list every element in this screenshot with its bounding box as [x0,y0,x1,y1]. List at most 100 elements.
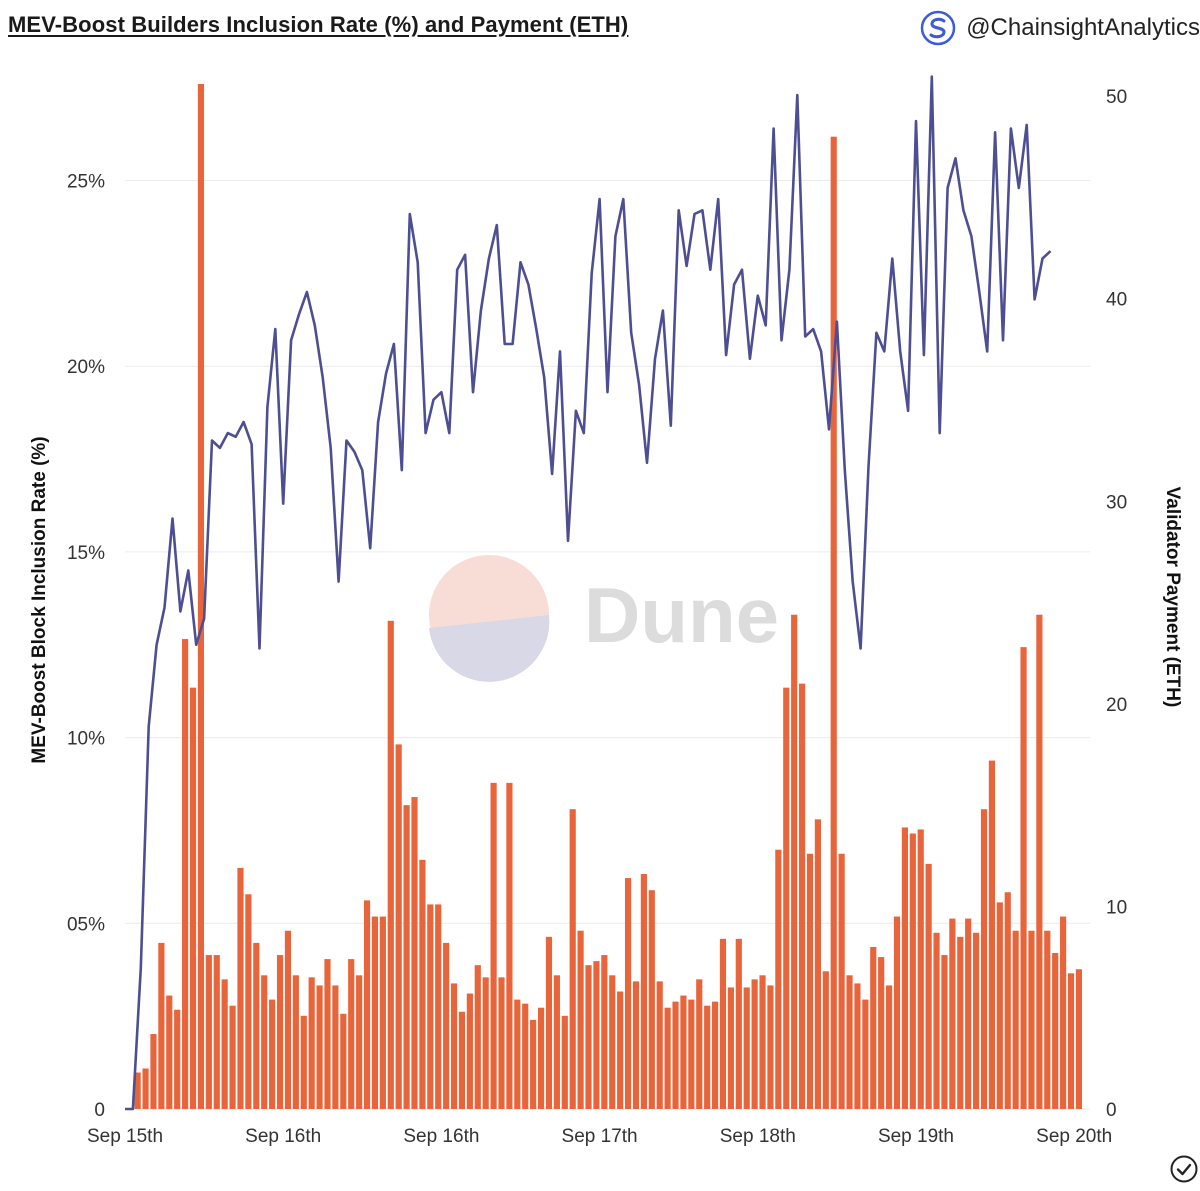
payment-bar[interactable] [648,890,655,1109]
payment-bar[interactable] [450,983,458,1109]
payment-bar[interactable] [656,981,663,1109]
payment-bar[interactable] [798,683,806,1109]
payment-bar[interactable] [917,829,924,1109]
payment-bar[interactable] [229,1005,236,1109]
payment-bar[interactable] [870,946,877,1109]
payment-bar[interactable] [822,971,829,1109]
payment-bar[interactable] [340,1013,347,1109]
payment-bar[interactable] [142,1068,149,1109]
payment-bar[interactable] [498,977,505,1109]
payment-bar[interactable] [569,809,576,1109]
payment-bar[interactable] [933,932,940,1109]
payment-bar[interactable] [261,975,268,1109]
payment-bar[interactable] [308,977,315,1109]
payment-bar[interactable] [601,955,608,1109]
payment-bar[interactable] [1036,614,1043,1109]
payment-bar[interactable] [1004,892,1011,1109]
payment-bar[interactable] [846,975,853,1109]
payment-bar[interactable] [996,902,1003,1109]
payment-bar[interactable] [593,961,600,1109]
payment-bar[interactable] [387,620,394,1109]
payment-bar[interactable] [1012,930,1019,1109]
payment-bar[interactable] [672,1001,679,1109]
payment-bar[interactable] [276,955,284,1109]
payment-bar[interactable] [878,957,885,1109]
payment-bar[interactable] [767,985,774,1109]
payment-bar[interactable] [965,918,972,1109]
payment-bar[interactable] [973,932,980,1109]
payment-bar[interactable] [427,904,434,1109]
payment-bar[interactable] [514,999,521,1109]
payment-bar[interactable] [348,959,355,1109]
payment-bar[interactable] [419,859,426,1109]
payment-bar[interactable] [205,955,212,1109]
payment-bar[interactable] [284,930,292,1109]
payment-bar[interactable] [363,900,371,1109]
payment-bar[interactable] [237,867,244,1109]
check-circle-icon[interactable] [1170,1155,1198,1183]
payment-bar[interactable] [371,916,379,1109]
payment-bar[interactable] [711,1001,719,1109]
payment-bar[interactable] [1044,930,1051,1109]
payment-bar[interactable] [561,1015,568,1109]
payment-bar[interactable] [411,797,418,1109]
payment-bar[interactable] [537,1007,545,1109]
payment-bar[interactable] [838,853,845,1109]
payment-bar[interactable] [324,959,331,1109]
payment-bar[interactable] [957,936,964,1109]
payment-bar[interactable] [704,1005,711,1109]
payment-bar[interactable] [490,782,497,1109]
payment-bar[interactable] [727,987,734,1109]
payment-bar[interactable] [743,987,750,1109]
payment-bar[interactable] [617,991,624,1109]
payment-bar[interactable] [735,938,742,1109]
payment-bar[interactable] [988,760,996,1109]
payment-bar[interactable] [189,687,197,1109]
payment-bar[interactable] [775,849,782,1109]
payment-bar[interactable] [403,805,410,1109]
inclusion-rate-line[interactable] [125,75,1052,1111]
payment-bar[interactable] [1020,647,1027,1109]
payment-bar[interactable] [197,84,205,1109]
payment-bar[interactable] [158,942,165,1109]
brand-badge[interactable]: @ChainsightAnalytics [920,10,1200,46]
payment-bar[interactable] [696,979,703,1109]
payment-bar[interactable] [719,938,727,1109]
payment-bar[interactable] [545,936,553,1109]
payment-bar[interactable] [949,918,956,1109]
payment-bar[interactable] [506,782,513,1109]
payment-bar[interactable] [886,985,893,1109]
payment-bar[interactable] [759,975,766,1109]
payment-bar[interactable] [466,993,473,1109]
payment-bar[interactable] [150,1034,157,1109]
payment-bar[interactable] [182,639,189,1109]
payment-bar[interactable] [624,878,632,1109]
payment-bar[interactable] [909,833,916,1109]
payment-bar[interactable] [577,930,584,1109]
payment-bar[interactable] [609,975,616,1109]
payment-bar[interactable] [395,744,402,1109]
payment-bar[interactable] [980,809,988,1109]
payment-bar[interactable] [522,1003,529,1109]
payment-bar[interactable] [253,942,260,1109]
payment-bar[interactable] [1028,930,1035,1109]
payment-bar[interactable] [893,916,901,1109]
payment-bar[interactable] [806,853,814,1109]
payment-bar[interactable] [1075,969,1083,1109]
payment-bar[interactable] [1052,953,1059,1109]
payment-bar[interactable] [664,1007,671,1109]
payment-bar[interactable] [632,981,640,1109]
payment-bar[interactable] [379,916,386,1109]
payment-bar[interactable] [814,819,821,1109]
payment-bar[interactable] [941,955,948,1109]
payment-bar[interactable] [901,827,908,1109]
payment-bar[interactable] [134,1072,141,1109]
payment-bar[interactable] [783,687,790,1109]
payment-bar[interactable] [221,979,228,1109]
payment-bar[interactable] [751,979,758,1109]
payment-bar[interactable] [791,614,798,1109]
payment-bar[interactable] [435,904,442,1109]
payment-bar[interactable] [443,942,450,1109]
payment-bar[interactable] [688,999,695,1109]
payment-bar[interactable] [356,975,363,1109]
